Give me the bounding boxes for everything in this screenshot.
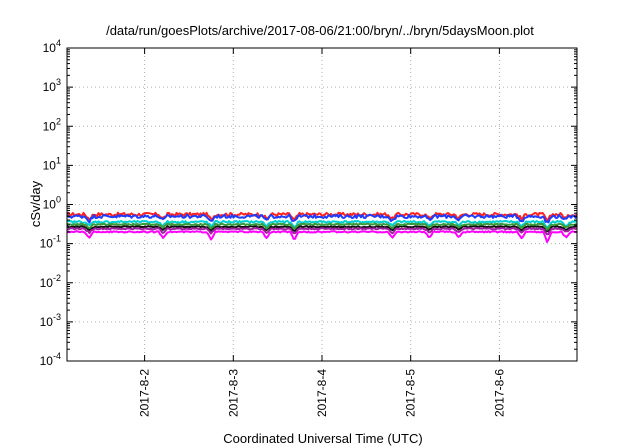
series-line <box>66 213 578 224</box>
chart-title: /data/run/goesPlots/archive/2017-08-06/2… <box>106 23 534 38</box>
x-tick-label: 2017-8-3 <box>226 369 240 417</box>
y-tick-label: 10-3 <box>40 312 61 329</box>
y-tick-label: 10-1 <box>40 234 61 251</box>
y-tick-label: 104 <box>43 38 61 55</box>
y-axis-label: cSv/day <box>28 180 43 227</box>
x-tick-label: 2017-8-5 <box>404 369 418 417</box>
plot-series <box>66 211 578 243</box>
series-line <box>66 222 578 231</box>
series-line <box>67 227 578 236</box>
x-axis-ticks: 2017-8-2 2017-8-3 2017-8-4 2017-8-5 2017-8-6 <box>138 48 506 417</box>
y-tick-label: 10-2 <box>40 273 61 290</box>
y-tick-label: 10-4 <box>40 351 61 368</box>
x-axis-label: Coordinated Universal Time (UTC) <box>223 431 422 446</box>
series-line <box>66 219 578 229</box>
grid-lines <box>67 48 577 361</box>
series-line <box>66 225 578 233</box>
y-axis-ticks: 10-4 10-3 10-2 10-1 100 101 102 103 104 <box>40 38 577 368</box>
x-tick-label: 2017-8-2 <box>138 369 152 417</box>
x-tick-label: 2017-8-4 <box>315 369 329 417</box>
y-tick-label: 103 <box>43 77 61 94</box>
x-tick-label: 2017-8-6 <box>492 369 506 417</box>
y-tick-label: 101 <box>43 155 61 172</box>
series-line <box>66 230 578 243</box>
y-tick-label: 102 <box>43 116 61 133</box>
y-tick-label: 100 <box>43 195 61 212</box>
